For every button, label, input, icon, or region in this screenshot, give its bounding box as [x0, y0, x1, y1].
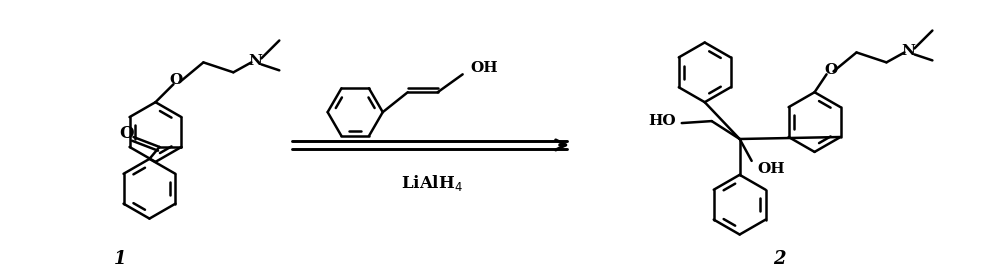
Text: LiAlH$_4$: LiAlH$_4$ — [401, 173, 463, 193]
Text: O: O — [824, 63, 837, 77]
Text: N: N — [248, 54, 262, 68]
Text: O: O — [119, 125, 134, 142]
Text: N: N — [901, 44, 915, 58]
Text: OH: OH — [471, 61, 498, 75]
Text: 1: 1 — [114, 250, 127, 268]
Text: HO: HO — [648, 114, 676, 128]
Text: OH: OH — [758, 162, 785, 176]
Text: 2: 2 — [773, 250, 786, 268]
Text: O: O — [170, 73, 183, 87]
